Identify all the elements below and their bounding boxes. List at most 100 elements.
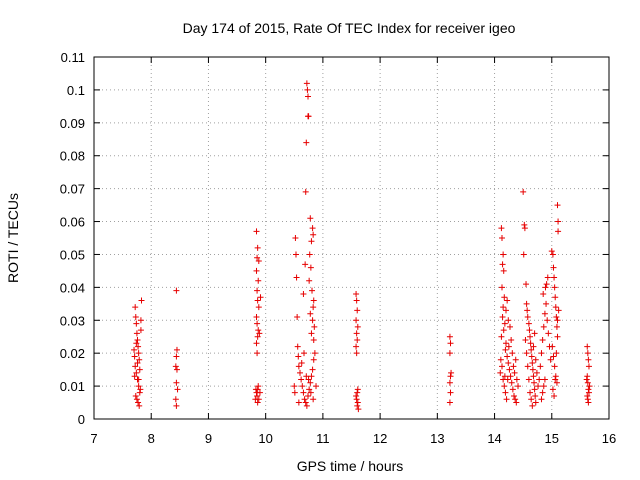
- data-point: [291, 383, 298, 390]
- data-point: [541, 310, 548, 317]
- data-point: [135, 383, 142, 390]
- data-point: [295, 399, 302, 406]
- data-point: [541, 376, 548, 383]
- data-point: [524, 363, 531, 370]
- data-point: [532, 392, 539, 399]
- data-point: [136, 366, 143, 373]
- data-point: [505, 317, 512, 324]
- y-tick-label: 0.11: [61, 50, 85, 65]
- data-point: [525, 320, 532, 327]
- data-point: [295, 363, 302, 370]
- data-point: [446, 399, 453, 406]
- data-points: [131, 80, 593, 413]
- data-point: [136, 402, 143, 409]
- data-point: [135, 399, 142, 406]
- data-point: [132, 313, 139, 320]
- data-point: [523, 281, 530, 288]
- data-point: [535, 383, 542, 390]
- data-point: [137, 327, 144, 334]
- data-point: [497, 369, 504, 376]
- data-point: [298, 376, 305, 383]
- data-point: [300, 389, 307, 396]
- data-point: [549, 251, 556, 258]
- data-point: [257, 294, 264, 301]
- data-point: [355, 406, 362, 413]
- y-tick-label: 0.04: [60, 280, 85, 295]
- data-point: [549, 386, 556, 393]
- x-tick-label: 16: [602, 431, 616, 446]
- data-point: [498, 333, 505, 340]
- data-point: [302, 399, 309, 406]
- data-point: [554, 317, 561, 324]
- data-point: [309, 287, 316, 294]
- data-point: [133, 340, 140, 347]
- data-point: [513, 376, 520, 383]
- data-point: [532, 356, 539, 363]
- data-point: [307, 264, 314, 271]
- data-point: [447, 389, 454, 396]
- data-point: [507, 323, 514, 330]
- data-point: [583, 376, 590, 383]
- data-point: [585, 386, 592, 393]
- data-point: [173, 287, 180, 294]
- data-point: [303, 402, 310, 409]
- data-point: [132, 363, 139, 370]
- data-point: [308, 238, 315, 245]
- axis-ticks: [93, 56, 610, 420]
- data-point: [255, 327, 262, 334]
- data-point: [136, 389, 143, 396]
- y-tick-label: 0.06: [60, 215, 85, 230]
- data-point: [498, 363, 505, 370]
- data-point: [310, 337, 317, 344]
- data-point: [533, 369, 540, 376]
- data-point: [503, 307, 509, 314]
- data-point: [509, 350, 516, 357]
- data-point: [585, 356, 592, 363]
- data-point: [310, 231, 317, 238]
- data-point: [531, 379, 538, 386]
- data-point: [173, 402, 180, 409]
- data-point: [537, 363, 544, 370]
- data-point: [539, 337, 546, 344]
- data-point: [353, 290, 360, 297]
- data-point: [354, 399, 361, 406]
- data-point: [256, 330, 263, 337]
- data-point: [552, 376, 559, 383]
- data-point: [540, 323, 547, 330]
- data-point: [529, 360, 536, 367]
- data-point: [254, 399, 261, 406]
- y-tick-label: 0: [78, 412, 85, 427]
- data-point: [254, 287, 261, 294]
- data-point: [554, 333, 561, 340]
- data-point: [500, 304, 507, 311]
- data-point: [539, 389, 546, 396]
- data-point: [510, 363, 517, 370]
- data-point: [551, 274, 558, 281]
- data-point: [585, 389, 592, 396]
- data-point: [498, 284, 505, 291]
- data-point: [506, 366, 513, 373]
- data-point: [303, 373, 310, 380]
- data-point: [536, 376, 543, 383]
- data-point: [547, 356, 554, 363]
- data-point: [135, 376, 142, 383]
- data-point: [552, 294, 559, 301]
- data-point: [551, 363, 558, 370]
- data-point: [447, 373, 454, 380]
- data-point: [520, 188, 527, 195]
- data-point: [543, 281, 550, 288]
- data-point: [515, 383, 522, 390]
- data-point: [447, 340, 454, 347]
- data-point: [550, 353, 557, 360]
- chart-title: Day 174 of 2015, Rate Of TEC Index for r…: [183, 20, 516, 36]
- data-point: [527, 340, 534, 347]
- data-point: [254, 320, 261, 327]
- data-point: [354, 323, 361, 330]
- data-point: [308, 330, 315, 337]
- data-point: [509, 386, 516, 393]
- data-point: [504, 376, 511, 383]
- data-point: [254, 350, 261, 357]
- grid-lines: [94, 57, 609, 419]
- data-point: [253, 228, 260, 235]
